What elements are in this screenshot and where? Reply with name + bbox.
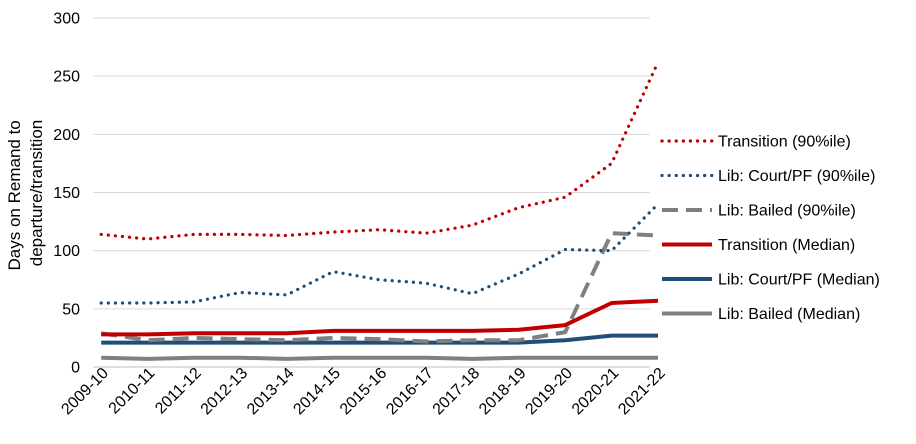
x-tick-label: 2020-21 (569, 365, 623, 419)
y-tick-label: 300 (53, 11, 80, 28)
legend: Transition (90%ile) Lib: Court/PF (90%ile… (660, 134, 880, 323)
y-tick-label: 250 (53, 69, 80, 86)
series-lines (99, 60, 660, 361)
x-tick-label: 2014-15 (290, 365, 344, 419)
series-line (99, 60, 660, 241)
gridlines (93, 17, 650, 310)
y-tick-label: 200 (53, 127, 80, 144)
legend-item: Lib: Court/PF (90%ile) (660, 168, 875, 185)
legend-label: Lib: Bailed (90%ile) (718, 203, 856, 220)
legend-item: Lib: Bailed (Median) (662, 306, 860, 323)
legend-item: Transition (Median) (662, 237, 855, 254)
y-axis-label: Days on Remand to departure/transition (5, 116, 46, 271)
legend-label: Lib: Court/PF (Median) (718, 272, 880, 289)
x-tick-label: 2013-14 (244, 365, 298, 419)
y-tick-label: 0 (71, 360, 80, 377)
x-tick-label: 2015-16 (337, 365, 391, 419)
x-tick-label: 2018-19 (476, 365, 530, 419)
series-line (100, 231, 659, 344)
x-tick-label: 2011-12 (152, 365, 205, 418)
x-tick-label: 2010-11 (106, 365, 159, 418)
legend-item: Lib: Bailed (90%ile) (662, 203, 856, 220)
x-tick-label: 2021-22 (615, 365, 669, 419)
series-line (99, 202, 660, 305)
y-axis-label-line-2: departure/transition (27, 120, 46, 266)
y-tick-label: 150 (53, 185, 80, 202)
x-tick-label: 2009-10 (58, 365, 112, 419)
legend-label: Lib: Court/PF (90%ile) (718, 168, 875, 185)
legend-item: Transition (90%ile) (660, 134, 851, 151)
x-tick-label: 2019-20 (522, 365, 576, 419)
x-tick-label: 2017-18 (430, 365, 484, 419)
x-axis-ticks: 2009-102010-112011-122012-132013-142014-… (58, 365, 668, 419)
legend-item: Lib: Court/PF (Median) (662, 272, 880, 289)
series-line (101, 298, 659, 337)
y-tick-label: 50 (62, 301, 80, 318)
legend-label: Transition (90%ile) (718, 134, 851, 151)
y-axis-ticks: 0 50 100 150 200 250 300 (53, 11, 80, 377)
legend-label: Lib: Bailed (Median) (718, 306, 860, 323)
y-tick-label: 100 (53, 243, 80, 260)
x-tick-label: 2012-13 (198, 365, 252, 419)
series-line (101, 333, 658, 345)
y-axis-label-line-1: Days on Remand to (5, 120, 24, 270)
legend-label: Transition (Median) (718, 237, 855, 254)
x-tick-label: 2016-17 (383, 365, 437, 419)
series-line (101, 355, 658, 361)
